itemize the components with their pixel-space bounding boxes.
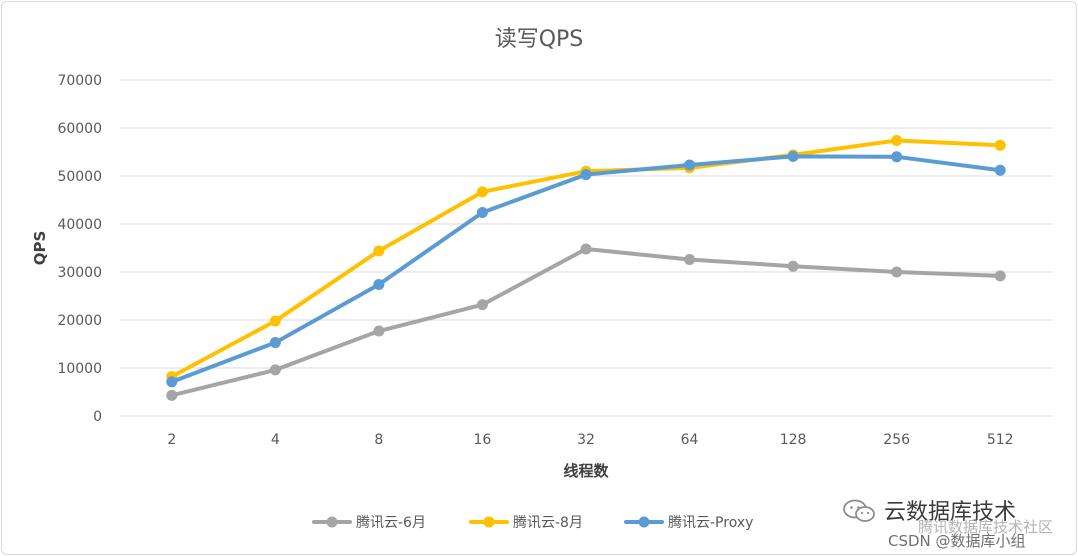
data-point [269, 315, 281, 327]
y-tick-label: 60000 [57, 121, 102, 137]
data-point [684, 254, 696, 266]
data-point [373, 325, 385, 337]
data-point [787, 260, 799, 272]
data-point [269, 364, 281, 376]
y-tick-label: 0 [93, 409, 102, 425]
legend-item: 腾讯云-6月 [312, 514, 426, 531]
series-layer [166, 134, 1006, 401]
y-tick-label: 40000 [57, 217, 102, 233]
x-tick-label: 64 [681, 432, 699, 448]
data-point [166, 376, 178, 388]
data-point [476, 186, 488, 198]
y-axis-label: QPS [31, 231, 49, 266]
data-point [373, 278, 385, 290]
data-point [684, 159, 696, 171]
data-point [787, 150, 799, 162]
watermark-brand: 云数据库技术 [884, 500, 1017, 525]
legend-item: 腾讯云-Proxy [624, 514, 753, 531]
legend-item: 腾讯云-8月 [469, 514, 583, 531]
data-point [891, 151, 903, 163]
y-tick-label: 10000 [57, 361, 102, 377]
legend-swatch-marker [638, 516, 650, 528]
legend: 腾讯云-6月 腾讯云-8月 腾讯云-Proxy [312, 514, 753, 531]
legend-swatch-marker [326, 516, 338, 528]
y-tick-label: 20000 [57, 313, 102, 329]
watermark: 云数据库技术 腾讯数据库技术社区 CSDN @数据库小组 [838, 492, 1074, 552]
wechat-icon [843, 499, 875, 522]
x-tick-label: 2 [167, 432, 176, 448]
series-line [169, 246, 1003, 398]
y-tick-label: 70000 [57, 73, 102, 89]
legend-label: 腾讯云-6月 [356, 514, 426, 531]
data-point [891, 134, 903, 146]
data-point [166, 389, 178, 401]
data-point [580, 169, 592, 181]
watermark-community: 腾讯数据库技术社区 [918, 518, 1054, 536]
data-point [994, 139, 1006, 151]
data-point [994, 164, 1006, 176]
legend-swatch-marker [483, 516, 495, 528]
y-tick-label: 30000 [57, 265, 102, 281]
data-point [891, 266, 903, 278]
data-point [580, 243, 592, 255]
watermark-csdn: CSDN @数据库小组 [888, 532, 1026, 550]
series-1 [166, 243, 1006, 401]
series-3 [166, 150, 1006, 388]
chart-title: 读写QPS [495, 27, 584, 52]
x-tick-label: 8 [374, 432, 383, 448]
legend-label: 腾讯云-Proxy [668, 514, 753, 531]
x-axis-ticks: 2 4 8 16 32 64 128 256 512 [167, 432, 1013, 448]
x-tick-label: 16 [474, 432, 492, 448]
data-point [994, 270, 1006, 282]
data-point [269, 337, 281, 349]
x-tick-label: 128 [780, 432, 807, 448]
data-point [476, 206, 488, 218]
x-axis-label: 线程数 [563, 462, 609, 480]
x-tick-label: 256 [883, 432, 910, 448]
data-point [373, 245, 385, 257]
legend-label: 腾讯云-8月 [513, 514, 583, 531]
x-tick-label: 4 [271, 432, 280, 448]
x-tick-label: 32 [577, 432, 595, 448]
data-point [476, 299, 488, 311]
x-tick-label: 512 [987, 432, 1014, 448]
y-tick-label: 50000 [57, 169, 102, 185]
y-axis-ticks: 0 10000 20000 30000 40000 50000 60000 70000 [57, 73, 102, 425]
